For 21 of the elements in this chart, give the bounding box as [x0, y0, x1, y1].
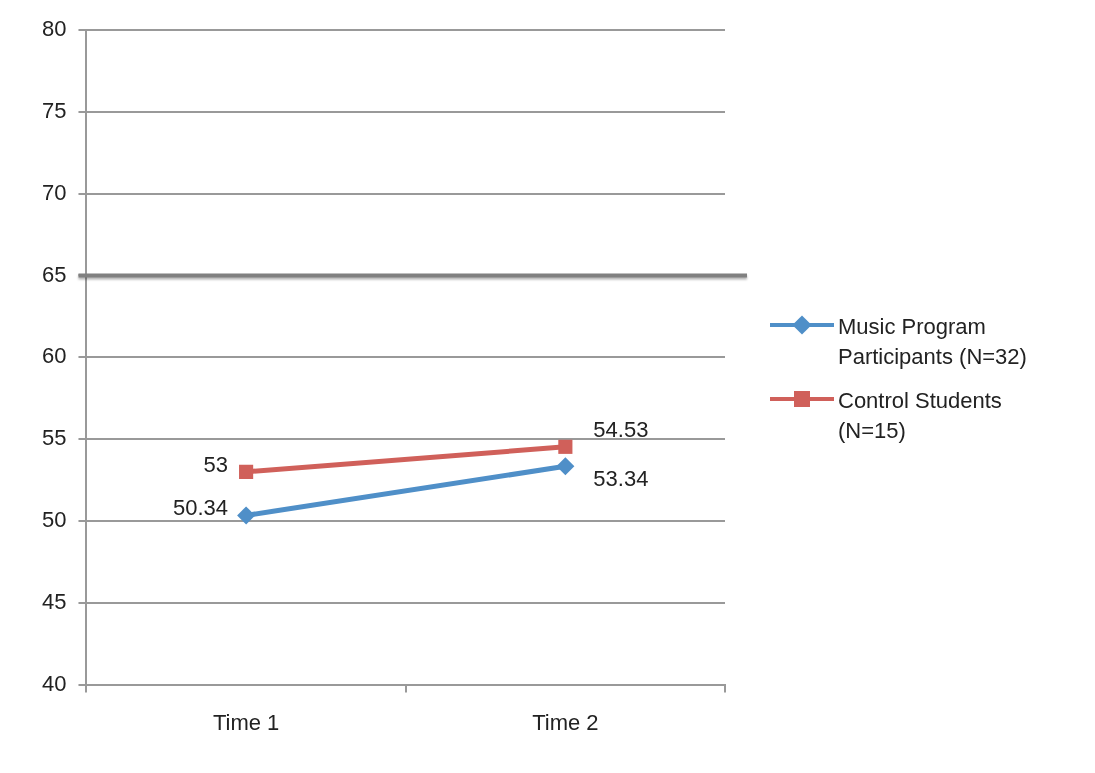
y-tick-label: 65	[41, 261, 67, 287]
point	[556, 457, 575, 476]
y-tick-label: 70	[41, 179, 67, 205]
y-tick-label: 60	[41, 343, 67, 369]
legend-label: Control Students (N=15)	[838, 387, 1003, 445]
y-tick-label: 50	[41, 507, 67, 533]
y-tick-label: 80	[41, 16, 67, 42]
point	[558, 439, 573, 454]
data-label: 53	[203, 451, 229, 477]
x-tick-label: Time 1	[212, 709, 280, 735]
y-tick-label: 55	[41, 425, 67, 451]
y-tick-label: 45	[41, 588, 67, 614]
point	[237, 506, 256, 525]
y-tick-label: 40	[41, 670, 67, 696]
point	[239, 464, 254, 479]
x-tick-label: Time 2	[532, 709, 599, 735]
data-label: 53.34	[593, 466, 649, 492]
data-label: 54.53	[593, 416, 649, 442]
data-label: 50.34	[173, 495, 229, 521]
y-tick-label: 75	[41, 97, 67, 123]
legend-label: Music Program Participants (N=32)	[838, 313, 1028, 371]
